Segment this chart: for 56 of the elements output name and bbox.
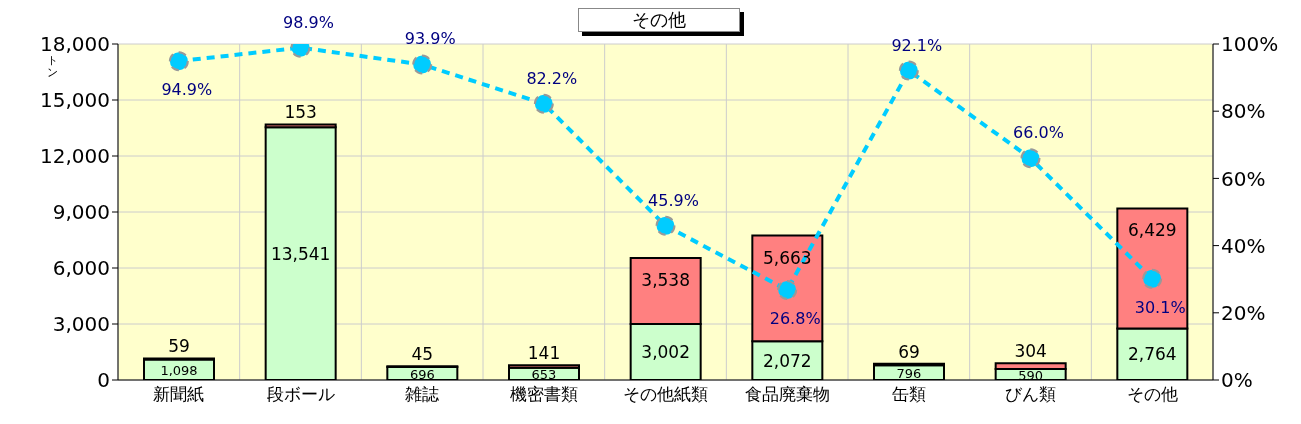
x-tick-label: その他紙類 bbox=[623, 384, 708, 405]
y-tick-label: 9,000 bbox=[52, 200, 110, 225]
data-label: 141 bbox=[527, 343, 561, 364]
data-label: 30.1% bbox=[1134, 297, 1186, 317]
y-tick-label: 0 bbox=[97, 368, 110, 393]
data-label: 304 bbox=[1014, 341, 1047, 362]
data-label: 13,541 bbox=[270, 243, 331, 264]
data-label: 45.9% bbox=[648, 190, 699, 210]
data-label: 1,098 bbox=[160, 363, 198, 379]
x-tick-label: 雑誌 bbox=[405, 384, 440, 405]
y2-tick-label: 80% bbox=[1221, 99, 1266, 124]
y-tick-label: 15,000 bbox=[40, 88, 110, 113]
data-label: 653 bbox=[531, 367, 557, 383]
data-label: 69 bbox=[898, 341, 920, 362]
point bbox=[412, 54, 433, 75]
y-tick-label: 12,000 bbox=[40, 144, 110, 169]
y-tick-label: 3,000 bbox=[52, 312, 110, 337]
data-label: 94.9% bbox=[161, 80, 213, 100]
point bbox=[898, 60, 919, 81]
data-label: 796 bbox=[896, 366, 922, 382]
data-label: 6,429 bbox=[1128, 220, 1177, 241]
data-label: 2,072 bbox=[763, 350, 812, 371]
x-tick-label: 段ボール bbox=[266, 384, 335, 405]
data-label: 5,663 bbox=[763, 247, 812, 268]
x-tick-label: びん類 bbox=[1005, 384, 1056, 405]
y2-tick-label: 100% bbox=[1221, 32, 1279, 57]
data-label: 93.9% bbox=[404, 29, 456, 49]
data-label: 3,538 bbox=[641, 269, 690, 290]
data-label: 82.2% bbox=[526, 68, 578, 88]
point bbox=[1142, 268, 1163, 289]
x-tick-label: 新聞紙 bbox=[153, 384, 205, 405]
data-label: 3,002 bbox=[641, 341, 690, 362]
y2-tick-label: 0% bbox=[1221, 368, 1253, 393]
y-tick-label: 6,000 bbox=[52, 256, 110, 281]
data-label: 66.0% bbox=[1013, 123, 1064, 143]
point bbox=[655, 215, 676, 236]
data-label: 696 bbox=[409, 367, 435, 382]
y2-tick-label: 60% bbox=[1221, 166, 1266, 191]
data-label: 26.8% bbox=[769, 308, 821, 328]
x-tick-label: その他 bbox=[1126, 384, 1178, 405]
x-tick-label: 食品廃棄物 bbox=[744, 384, 830, 405]
point bbox=[533, 93, 554, 114]
x-tick-label: 缶類 bbox=[891, 384, 926, 405]
x-tick-label: 機密書類 bbox=[509, 384, 578, 405]
data-label: 153 bbox=[284, 102, 317, 123]
y2-tick-label: 40% bbox=[1221, 233, 1266, 258]
point bbox=[168, 51, 189, 72]
chart-title: その他 bbox=[578, 8, 740, 32]
y2-tick-label: 20% bbox=[1221, 300, 1266, 325]
data-label: 45 bbox=[411, 344, 434, 365]
data-label: 2,764 bbox=[1128, 344, 1177, 365]
point bbox=[777, 279, 798, 300]
data-label: 92.1% bbox=[891, 35, 943, 55]
point bbox=[1020, 148, 1041, 169]
data-label: 98.9% bbox=[283, 12, 334, 32]
data-label: 59 bbox=[168, 336, 190, 357]
